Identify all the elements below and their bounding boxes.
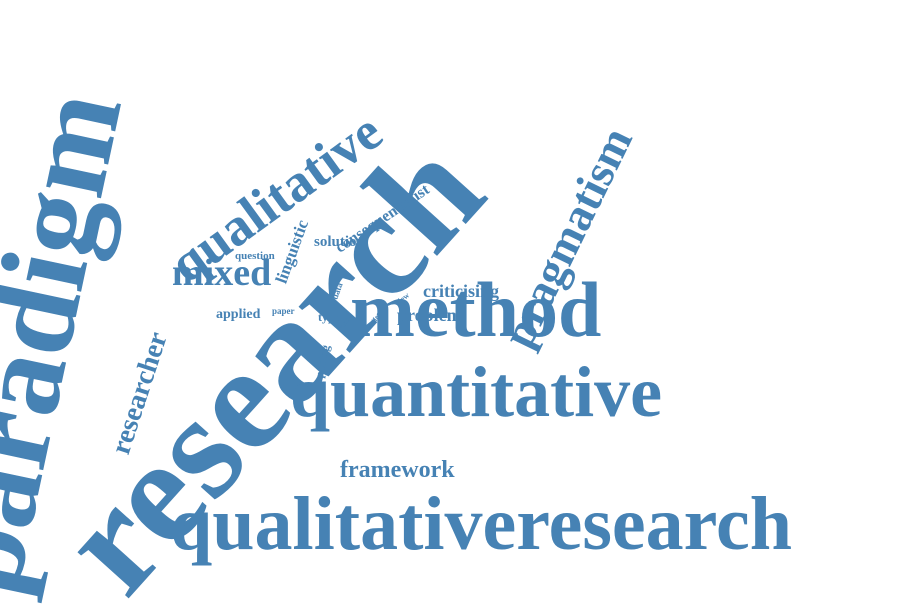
word-applied: applied bbox=[216, 307, 261, 323]
word-qualitativeresearch: qualitativeresearch bbox=[170, 481, 792, 566]
word-criticising: criticising bbox=[423, 280, 499, 301]
word-method: method bbox=[350, 266, 602, 354]
word-mixed: mixed bbox=[172, 252, 272, 295]
word-quantitative: quantitative bbox=[290, 351, 663, 432]
word-question: question bbox=[235, 250, 275, 263]
word-solution: solution bbox=[314, 234, 365, 251]
word-type: type bbox=[318, 309, 340, 324]
word-paper: paper bbox=[272, 305, 295, 316]
word-problem: problem bbox=[397, 304, 462, 325]
word-framework: framework bbox=[340, 457, 455, 484]
